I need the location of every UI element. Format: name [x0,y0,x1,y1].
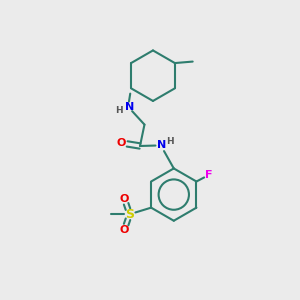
Text: H: H [166,137,173,146]
Text: S: S [125,208,134,221]
Text: O: O [117,138,126,148]
Text: N: N [157,140,166,150]
Text: O: O [120,194,129,204]
Text: N: N [125,102,134,112]
Text: H: H [116,106,123,115]
Text: F: F [205,170,213,180]
Text: O: O [120,225,129,235]
